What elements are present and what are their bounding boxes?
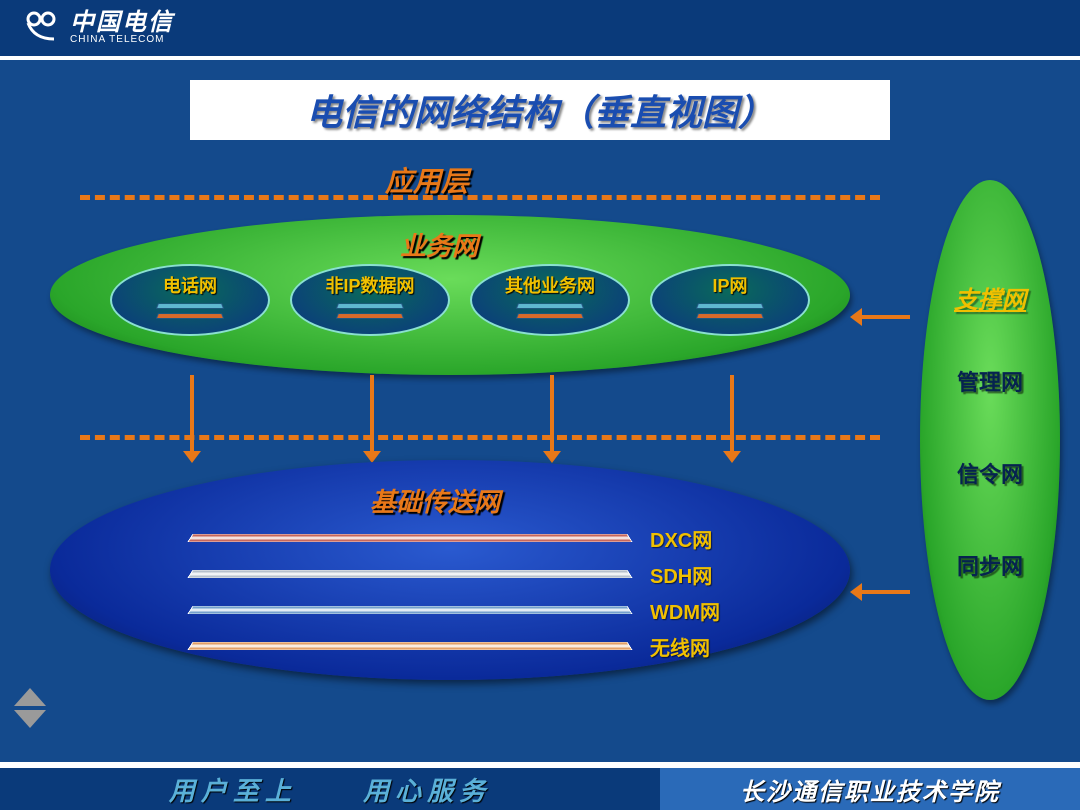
arrow-left-icon <box>860 315 910 319</box>
nav-down-icon[interactable] <box>14 710 46 728</box>
nav-arrows <box>10 686 50 730</box>
service-node-label: IP网 <box>712 272 747 298</box>
arrow-down-icon <box>550 375 554 453</box>
footer-bar: 用户至上 用心服务 长沙通信职业技术学院 <box>0 762 1080 810</box>
header-bar: 中国电信 CHINA TELECOM <box>0 0 1080 60</box>
footer-slogan: 用户至上 用心服务 <box>0 771 660 808</box>
footer-slogan-2: 用心服务 <box>363 776 491 806</box>
arrow-left-icon <box>860 590 910 594</box>
transport-sublayer-label: 无线网 <box>650 632 710 661</box>
logo-cn: 中国电信 <box>70 11 174 35</box>
transport-sublayer-bar <box>187 642 632 650</box>
support-ellipse: 支撑网 管理网信令网同步网 <box>920 180 1060 700</box>
transport-layer-label: 基础传送网 <box>370 482 500 519</box>
support-item: 管理网 <box>957 365 1023 397</box>
service-node: IP网 <box>650 264 810 336</box>
service-node-label: 非IP数据网 <box>325 272 414 298</box>
service-node: 其他业务网 <box>470 264 630 336</box>
nav-up-icon[interactable] <box>14 688 46 706</box>
title-box: 电信的网络结构（垂直视图） <box>190 80 890 140</box>
support-title: 支撑网 <box>954 280 1026 315</box>
slide-page: 中国电信 CHINA TELECOM 电信的网络结构（垂直视图） 应用层 业务网… <box>0 0 1080 810</box>
transport-sublayer-label: SDH网 <box>650 560 712 589</box>
dashed-divider <box>80 435 880 440</box>
service-layer-label: 业务网 <box>400 226 478 263</box>
arrow-down-icon <box>190 375 194 453</box>
transport-sublayer-bar <box>187 606 632 614</box>
dashed-divider <box>80 195 880 200</box>
service-node-label: 其他业务网 <box>505 272 595 298</box>
telecom-logo-icon <box>20 5 62 52</box>
application-layer-label: 应用层 <box>385 160 469 200</box>
service-node: 非IP数据网 <box>290 264 450 336</box>
diagram-area: 应用层 业务网 电话网 非IP数据网 其他业务网 IP网 基础传送网 DXC网 SDH网… <box>0 150 1080 720</box>
node-bars-icon <box>517 300 583 320</box>
arrow-down-icon <box>730 375 734 453</box>
service-node-label: 电话网 <box>163 272 217 298</box>
node-bars-icon <box>697 300 763 320</box>
logo: 中国电信 CHINA TELECOM <box>20 5 174 52</box>
footer-slogan-1: 用户至上 <box>169 776 297 806</box>
transport-sublayer-label: WDM网 <box>650 596 720 625</box>
footer-school: 长沙通信职业技术学院 <box>660 768 1080 810</box>
arrow-down-icon <box>370 375 374 453</box>
node-bars-icon <box>157 300 223 320</box>
support-item: 信令网 <box>957 457 1023 489</box>
support-item: 同步网 <box>957 549 1023 581</box>
slide-title: 电信的网络结构（垂直视图） <box>306 84 774 136</box>
logo-en: CHINA TELECOM <box>70 35 174 45</box>
logo-text: 中国电信 CHINA TELECOM <box>70 11 174 45</box>
service-node: 电话网 <box>110 264 270 336</box>
node-bars-icon <box>337 300 403 320</box>
transport-sublayer-bar <box>187 570 632 578</box>
transport-sublayer-bar <box>187 534 632 542</box>
transport-sublayer-label: DXC网 <box>650 524 712 553</box>
